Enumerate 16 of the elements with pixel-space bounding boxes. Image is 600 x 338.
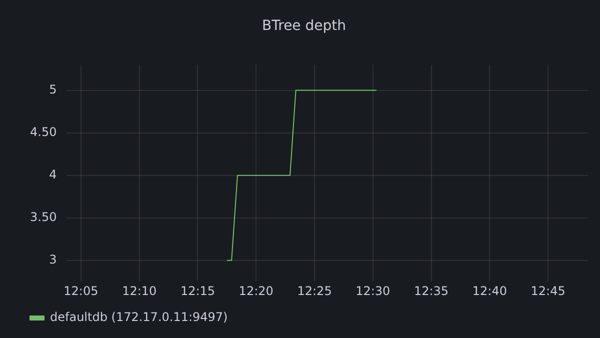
x-tick-label: 12:35 xyxy=(414,284,449,298)
y-tick-label: 3.50 xyxy=(30,210,57,224)
x-tick-label: 12:15 xyxy=(180,284,216,298)
y-tick-label: 5 xyxy=(49,82,57,96)
legend-label: defaultdb (172.17.0.11:9497) xyxy=(50,310,228,324)
y-tick-label: 4.50 xyxy=(30,124,57,139)
x-tick-label: 12:10 xyxy=(122,284,157,298)
y-tick-label: 4 xyxy=(49,167,57,182)
x-tick-label: 12:20 xyxy=(238,284,274,298)
y-tick-label: 3 xyxy=(49,252,57,266)
x-tick-label: 12:25 xyxy=(297,284,332,298)
x-tick-label: 12:45 xyxy=(530,284,566,298)
chart-title: BTree depth xyxy=(262,18,346,34)
x-tick-label: 12:30 xyxy=(356,284,390,298)
x-tick-label: 12:05 xyxy=(64,284,98,298)
x-tick-label: 12:40 xyxy=(472,284,507,298)
